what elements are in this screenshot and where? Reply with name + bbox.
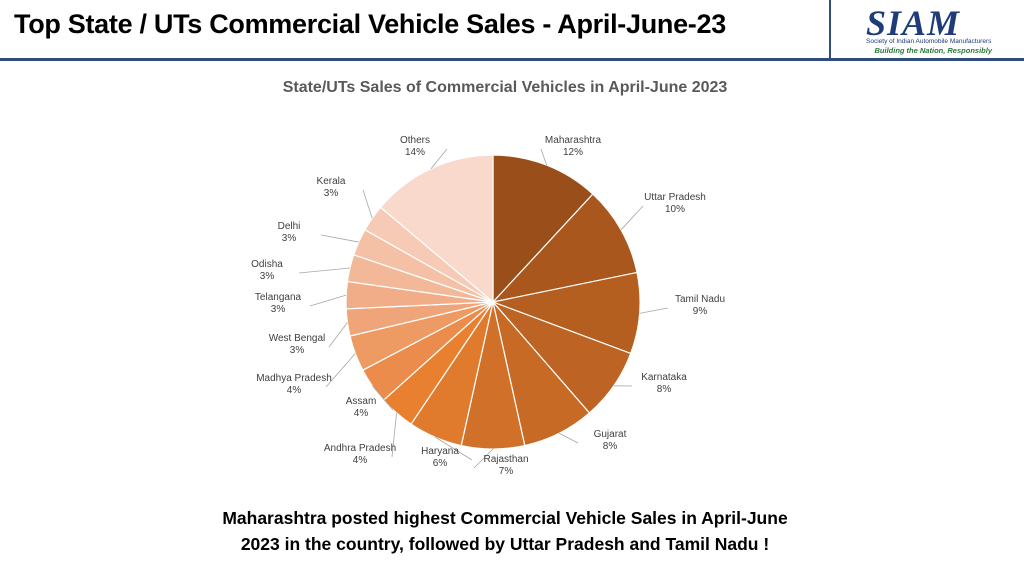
slice-value-karnataka: 8% (657, 384, 672, 395)
slice-value-rajasthan: 7% (499, 466, 514, 477)
leader-line-tamil-nadu (639, 307, 669, 314)
pie-slice-tamil-nadu (490, 271, 641, 355)
slice-label-telangana: Telangana (255, 292, 302, 303)
slice-label-kerala: Kerala (317, 176, 346, 187)
leader-line-west-bengal (328, 322, 348, 348)
slice-label-west-bengal: West Bengal (269, 333, 326, 344)
leader-line-andhra-pradesh (391, 412, 397, 458)
slice-value-madhya-pradesh: 4% (287, 385, 302, 396)
leader-line-haryana (434, 436, 473, 461)
pie-slice-others (379, 154, 494, 304)
slice-value-west-bengal: 3% (290, 345, 305, 356)
slice-value-haryana: 6% (433, 458, 448, 469)
leader-line-uttar-pradesh (620, 205, 644, 231)
leader-line-others (430, 148, 448, 169)
slice-label-uttar-pradesh: Uttar Pradesh (644, 192, 706, 203)
slide-header: Top State / UTs Commercial Vehicle Sales… (0, 0, 1024, 58)
slice-label-others: Others (400, 135, 430, 146)
logo-wordmark: SIAM (866, 3, 961, 43)
header-rule (0, 58, 1024, 61)
summary-line-1: Maharashtra posted highest Commercial Ve… (222, 508, 788, 528)
siam-logo: SIAM Society of Indian Automobile Manufa… (850, 2, 1010, 56)
slice-value-maharashtra: 12% (563, 147, 583, 158)
slice-label-madhya-pradesh: Madhya Pradesh (256, 373, 332, 384)
slide-title: Top State / UTs Commercial Vehicle Sales… (14, 9, 726, 39)
summary-line-2: 2023 in the country, followed by Uttar P… (240, 534, 770, 554)
slice-label-odisha: Odisha (251, 259, 283, 270)
summary-text: Maharashtra posted highest Commercial Ve… (160, 505, 850, 557)
slice-value-assam: 4% (354, 408, 369, 419)
slice-value-andhra-pradesh: 4% (353, 455, 368, 466)
slice-value-odisha: 3% (260, 271, 275, 282)
pie-slice-maharashtra (492, 154, 594, 304)
logo-tagline: Building the Nation, Responsibly (874, 46, 992, 55)
slice-value-gujarat: 8% (603, 441, 618, 452)
leader-line-kerala (362, 189, 373, 219)
slice-value-tamil-nadu: 9% (693, 306, 708, 317)
logo-org-name: Society of Indian Automobile Manufacture… (866, 38, 992, 45)
slice-label-andhra-pradesh: Andhra Pradesh (324, 443, 396, 454)
slice-value-others: 14% (405, 147, 425, 158)
slice-label-tamil-nadu: Tamil Nadu (675, 294, 725, 305)
leader-line-rajasthan (473, 448, 494, 469)
leader-line-telangana (309, 294, 347, 307)
leader-line-madhya-pradesh (325, 353, 356, 388)
slice-label-haryana: Haryana (421, 446, 459, 457)
leader-line-odisha (298, 267, 351, 274)
leader-line-maharashtra (540, 148, 547, 166)
leader-line-gujarat (558, 432, 579, 444)
leader-line-delhi (320, 234, 359, 243)
slice-label-gujarat: Gujarat (594, 429, 627, 440)
header-separator (829, 0, 831, 58)
slice-label-karnataka: Karnataka (641, 372, 687, 383)
slice-label-maharashtra: Maharashtra (545, 135, 602, 146)
slice-value-delhi: 3% (282, 233, 297, 244)
chart-title: State/UTs Sales of Commercial Vehicles i… (282, 79, 728, 96)
slice-value-telangana: 3% (271, 304, 286, 315)
slice-value-kerala: 3% (324, 188, 339, 199)
slice-label-delhi: Delhi (278, 221, 301, 232)
leader-line-assam (371, 385, 394, 411)
slice-value-uttar-pradesh: 10% (665, 204, 685, 215)
slice-label-assam: Assam (346, 396, 377, 407)
pie-slices (345, 154, 641, 450)
leader-lines (298, 148, 669, 469)
slice-label-rajasthan: Rajasthan (483, 454, 528, 465)
